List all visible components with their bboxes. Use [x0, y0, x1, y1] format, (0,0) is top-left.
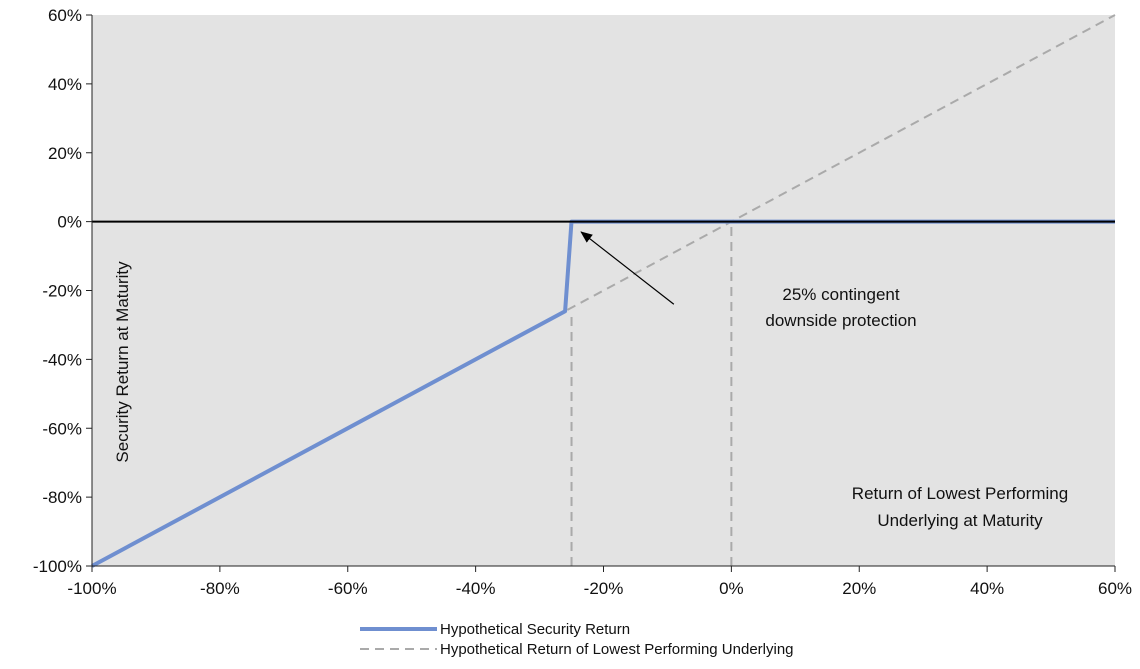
y-tick-label: 40% [48, 75, 82, 94]
y-tick-label: -60% [42, 419, 82, 438]
annotation-text: downside protection [765, 311, 916, 330]
x-tick-label: 60% [1098, 579, 1132, 598]
legend-label-0: Hypothetical Security Return [440, 621, 630, 638]
y-tick-label: -20% [42, 282, 82, 301]
legend-label-1: Hypothetical Return of Lowest Performing… [440, 641, 794, 658]
x-tick-label: -60% [328, 579, 368, 598]
y-tick-label: 20% [48, 144, 82, 163]
annotation-arrow [580, 231, 675, 305]
y-tick-label: -40% [42, 350, 82, 369]
annotation-text: 25% contingent [782, 285, 899, 304]
x-tick-label: 40% [970, 579, 1004, 598]
x-tick-label: -20% [584, 579, 624, 598]
y-tick-label: 0% [57, 213, 82, 232]
x-tick-label: -40% [456, 579, 496, 598]
y-tick-label: 60% [48, 6, 82, 25]
series-line-1 [91, 14, 1116, 567]
y-tick-label: -80% [42, 488, 82, 507]
x-tick-label: 0% [719, 579, 744, 598]
x-tick-label: -80% [200, 579, 240, 598]
y-tick-label: -100% [33, 557, 82, 576]
x-axis-title: Return of Lowest Performing Underlying at… [852, 484, 1068, 530]
y-axis-title: Security Return at Maturity [113, 261, 132, 463]
x-tick-label: -100% [67, 579, 116, 598]
x-tick-label: 20% [842, 579, 876, 598]
